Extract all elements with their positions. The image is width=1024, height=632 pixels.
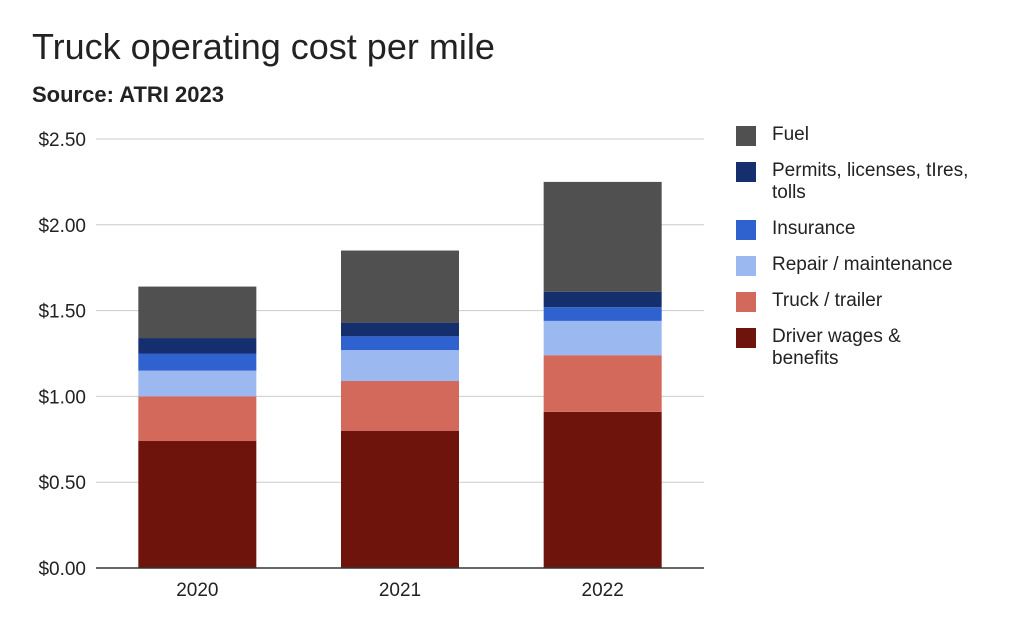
axes: $0.00 $0.50 $1.00 $1.50 $2.00 $2.50 2020 2021 20… bbox=[38, 130, 704, 601]
y-tick-label: $1.00 bbox=[38, 387, 86, 408]
bar-segment bbox=[138, 370, 257, 397]
x-tick-label: 2021 bbox=[379, 580, 421, 601]
bar-segment bbox=[543, 411, 662, 568]
legend: Fuel Permits, licenses, tIres, tolls Insur… bbox=[736, 124, 1016, 384]
bar-segment bbox=[341, 350, 459, 381]
y-tick-label: $2.00 bbox=[38, 216, 86, 237]
chart-subtitle: Source: ATRI 2023 bbox=[32, 82, 224, 107]
bar-segment bbox=[543, 355, 662, 412]
bar-segment bbox=[138, 441, 257, 568]
legend-item: Repair / maintenance bbox=[736, 254, 1016, 276]
legend-label: Permits, licenses, tIres, tolls bbox=[772, 160, 969, 203]
bar-segment bbox=[341, 380, 459, 431]
legend-item: Fuel bbox=[736, 124, 1016, 146]
legend-swatch bbox=[736, 256, 756, 276]
legend-item: Truck / trailer bbox=[736, 290, 1016, 312]
x-tick-label: 2022 bbox=[582, 580, 624, 601]
legend-label: Insurance bbox=[772, 218, 856, 239]
legend-item: Insurance bbox=[736, 218, 1016, 240]
legend-item: Permits, licenses, tIres, tolls bbox=[736, 160, 1016, 204]
legend-label: Repair / maintenance bbox=[772, 254, 953, 275]
bar-segment bbox=[543, 320, 662, 356]
y-tick-label: $0.50 bbox=[38, 473, 86, 494]
bar-segment bbox=[341, 336, 459, 351]
legend-swatch bbox=[736, 220, 756, 240]
legend-swatch bbox=[736, 126, 756, 146]
bars bbox=[138, 181, 662, 568]
bar-segment bbox=[543, 307, 662, 321]
bar-segment bbox=[341, 322, 459, 337]
x-tick-label: 2020 bbox=[176, 580, 218, 601]
bar-segment bbox=[341, 250, 459, 323]
legend-swatch bbox=[736, 328, 756, 348]
bar-segment bbox=[543, 181, 662, 292]
bar-segment bbox=[341, 430, 459, 568]
legend-label: Truck / trailer bbox=[772, 290, 883, 311]
y-tick-label: $2.50 bbox=[38, 130, 86, 151]
bar-segment bbox=[138, 338, 257, 354]
chart-title: Truck operating cost per mile bbox=[32, 26, 495, 67]
y-tick-label: $1.50 bbox=[38, 302, 86, 323]
bar-segment bbox=[138, 396, 257, 442]
legend-swatch bbox=[736, 162, 756, 182]
legend-label: Driver wages & benefits bbox=[772, 326, 901, 369]
legend-label: Fuel bbox=[772, 124, 809, 145]
bar-segment bbox=[138, 353, 257, 371]
bar-segment bbox=[543, 291, 662, 308]
bar-segment bbox=[138, 286, 257, 339]
y-tick-label: $0.00 bbox=[38, 559, 86, 580]
legend-item: Driver wages & benefits bbox=[736, 326, 1016, 370]
legend-swatch bbox=[736, 292, 756, 312]
